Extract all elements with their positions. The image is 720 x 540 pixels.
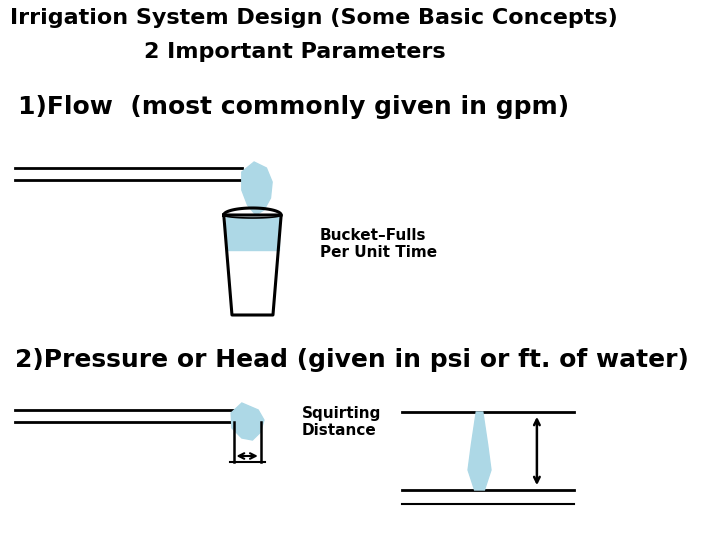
Text: Bucket–Fulls
Per Unit Time: Bucket–Fulls Per Unit Time [320, 228, 437, 260]
Text: Irrigation System Design (Some Basic Concepts): Irrigation System Design (Some Basic Con… [10, 8, 618, 28]
Polygon shape [231, 403, 264, 440]
Text: 2 Important Parameters: 2 Important Parameters [144, 42, 446, 62]
Text: 1)Flow  (most commonly given in gpm): 1)Flow (most commonly given in gpm) [18, 95, 569, 119]
Polygon shape [242, 162, 272, 215]
Text: 2)Pressure or Head (given in psi or ft. of water): 2)Pressure or Head (given in psi or ft. … [14, 348, 688, 372]
Polygon shape [468, 412, 491, 490]
Text: Squirting
Distance: Squirting Distance [302, 406, 381, 438]
Polygon shape [226, 217, 279, 250]
